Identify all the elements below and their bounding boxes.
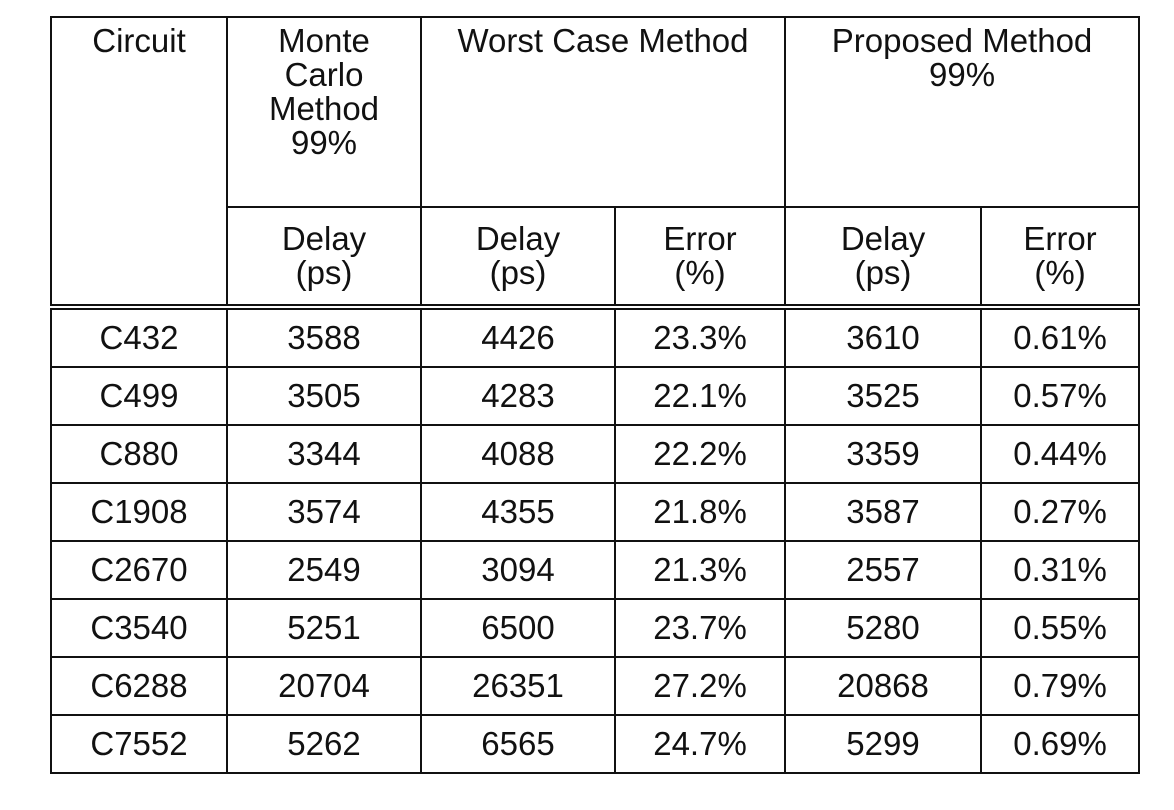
cell-wc-delay: 26351 [420,656,616,716]
cell-pr-delay: 20868 [784,656,983,716]
cell-pr-error: 0.44% [980,424,1141,484]
cell-mc-delay: 3574 [226,482,422,542]
cell-wc-delay: 3094 [420,540,616,600]
cell-pr-error: 0.79% [980,656,1141,716]
wc-delay-header-line: Delay [475,220,561,257]
cell-pr-delay: 2557 [784,540,983,600]
wc-error-header-line: (%) [674,254,726,291]
cell-mc-delay: 2549 [226,540,422,600]
table-row: C3540 5251 6500 23.7% 5280 0.55% [50,598,1141,658]
cell-mc-delay: 5262 [226,714,422,774]
proposed-method-header: Proposed Method 99% [784,16,1141,208]
pr-delay-header: Delay (ps) [784,206,983,310]
results-table: Circuit Monte Carlo Method 99% Worst Cas… [50,16,1141,774]
cell-wc-error: 21.3% [613,540,787,600]
table-row: C7552 5262 6565 24.7% 5299 0.69% [50,714,1141,774]
pr-delay-header-line: (ps) [854,254,912,291]
wc-error-header-line: Error [663,220,737,257]
cell-wc-error: 22.2% [613,424,787,484]
cell-circuit: C499 [50,366,228,426]
cell-mc-delay: 3505 [226,366,422,426]
cell-circuit: C6288 [50,656,228,716]
monte-carlo-header-line: Carlo [284,56,364,93]
monte-carlo-header-line: Method [268,90,380,127]
header-row-main: Circuit Monte Carlo Method 99% Worst Cas… [50,16,1141,310]
cell-pr-error: 0.27% [980,482,1141,542]
proposed-method-header-line: Proposed Method [831,22,1093,59]
cell-circuit: C880 [50,424,228,484]
cell-wc-error: 23.3% [613,306,787,368]
cell-pr-delay: 3359 [784,424,983,484]
worst-case-header: Worst Case Method [419,16,787,208]
cell-wc-delay: 6565 [420,714,616,774]
circuit-header: Circuit [50,16,228,310]
wc-delay-header: Delay (ps) [420,206,616,310]
monte-carlo-header-line: Monte [278,22,370,59]
header-row-sub: Delay (ps) Delay (ps) Error (%) Delay (p… [51,206,1141,310]
wc-error-header: Error (%) [613,206,787,310]
cell-circuit: C432 [50,306,228,368]
cell-mc-delay: 3344 [226,424,422,484]
cell-circuit: C2670 [50,540,228,600]
cell-wc-error: 24.7% [613,714,787,774]
cell-wc-delay: 4426 [420,306,616,368]
table-row: C432 3588 4426 23.3% 3610 0.61% [50,306,1141,368]
cell-wc-delay: 4283 [420,366,616,426]
cell-pr-error: 0.61% [980,306,1141,368]
wc-delay-header-line: (ps) [489,254,547,291]
monte-carlo-header: Monte Carlo Method 99% [226,16,422,208]
cell-wc-error: 21.8% [613,482,787,542]
cell-mc-delay: 3588 [226,306,422,368]
pr-delay-header-line: Delay [840,220,926,257]
cell-pr-delay: 5299 [784,714,983,774]
cell-pr-error: 0.55% [980,598,1141,658]
cell-wc-delay: 6500 [420,598,616,658]
table-row: C2670 2549 3094 21.3% 2557 0.31% [50,540,1141,600]
cell-wc-error: 27.2% [613,656,787,716]
cell-pr-error: 0.57% [980,366,1141,426]
cell-pr-error: 0.31% [980,540,1141,600]
pr-error-header-line: Error [1023,220,1097,257]
cell-circuit: C1908 [50,482,228,542]
mc-delay-header: Delay (ps) [226,206,422,310]
cell-pr-delay: 3525 [784,366,983,426]
cell-mc-delay: 20704 [226,656,422,716]
table-row: C499 3505 4283 22.1% 3525 0.57% [50,366,1141,426]
cell-pr-delay: 3587 [784,482,983,542]
mc-delay-header-line: (ps) [295,254,353,291]
pr-error-header-line: (%) [1034,254,1086,291]
cell-wc-delay: 4088 [420,424,616,484]
proposed-method-header-line: 99% [928,56,996,93]
cell-circuit: C3540 [50,598,228,658]
cell-wc-error: 23.7% [613,598,787,658]
pr-error-header: Error (%) [980,206,1141,310]
cell-circuit: C7552 [50,714,228,774]
monte-carlo-header-line: 99% [290,124,358,161]
table-row: C1908 3574 4355 21.8% 3587 0.27% [50,482,1141,542]
cell-pr-error: 0.69% [980,714,1141,774]
cell-mc-delay: 5251 [226,598,422,658]
cell-wc-delay: 4355 [420,482,616,542]
cell-wc-error: 22.1% [613,366,787,426]
cell-pr-delay: 5280 [784,598,983,658]
table-row: C880 3344 4088 22.2% 3359 0.44% [50,424,1141,484]
table-row: C6288 20704 26351 27.2% 20868 0.79% [50,656,1141,716]
cell-pr-delay: 3610 [784,306,983,368]
mc-delay-header-line: Delay [281,220,367,257]
